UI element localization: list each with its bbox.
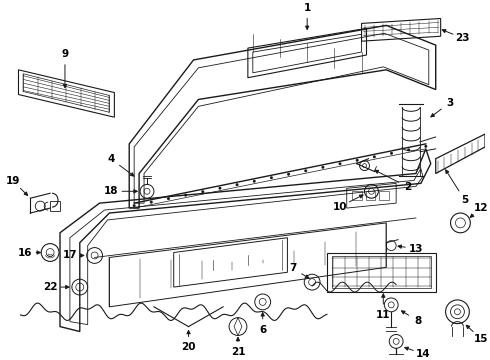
- Circle shape: [407, 148, 410, 151]
- Circle shape: [424, 145, 427, 148]
- Circle shape: [219, 187, 221, 190]
- Text: 5: 5: [461, 195, 468, 205]
- Circle shape: [201, 190, 204, 193]
- Text: 9: 9: [61, 49, 69, 59]
- Circle shape: [133, 204, 136, 207]
- Text: 1: 1: [304, 3, 311, 13]
- Text: 3: 3: [446, 98, 454, 108]
- Circle shape: [236, 183, 239, 186]
- Circle shape: [304, 169, 307, 172]
- Text: 13: 13: [409, 244, 423, 254]
- Text: 6: 6: [259, 325, 267, 334]
- Text: 17: 17: [63, 251, 77, 261]
- Circle shape: [167, 197, 170, 200]
- Circle shape: [373, 155, 376, 158]
- Text: 19: 19: [6, 176, 20, 186]
- Text: 10: 10: [332, 202, 347, 212]
- Text: 20: 20: [181, 342, 196, 352]
- Text: 4: 4: [107, 154, 115, 164]
- Text: 22: 22: [43, 282, 57, 292]
- Text: 12: 12: [474, 203, 489, 213]
- Text: 14: 14: [416, 349, 431, 359]
- Text: 11: 11: [376, 310, 391, 320]
- Circle shape: [356, 159, 359, 162]
- Text: 16: 16: [18, 248, 33, 257]
- Text: 21: 21: [231, 347, 245, 357]
- Text: 18: 18: [104, 186, 119, 196]
- Circle shape: [321, 166, 324, 169]
- Circle shape: [253, 180, 256, 183]
- Text: 23: 23: [456, 33, 470, 43]
- Text: 2: 2: [405, 182, 412, 192]
- Circle shape: [390, 152, 393, 155]
- Text: 15: 15: [474, 334, 489, 344]
- Circle shape: [339, 162, 342, 165]
- Circle shape: [287, 173, 290, 176]
- Text: 7: 7: [289, 263, 296, 273]
- Circle shape: [150, 201, 153, 204]
- Circle shape: [270, 176, 273, 179]
- Text: 8: 8: [414, 316, 421, 326]
- Circle shape: [184, 194, 187, 197]
